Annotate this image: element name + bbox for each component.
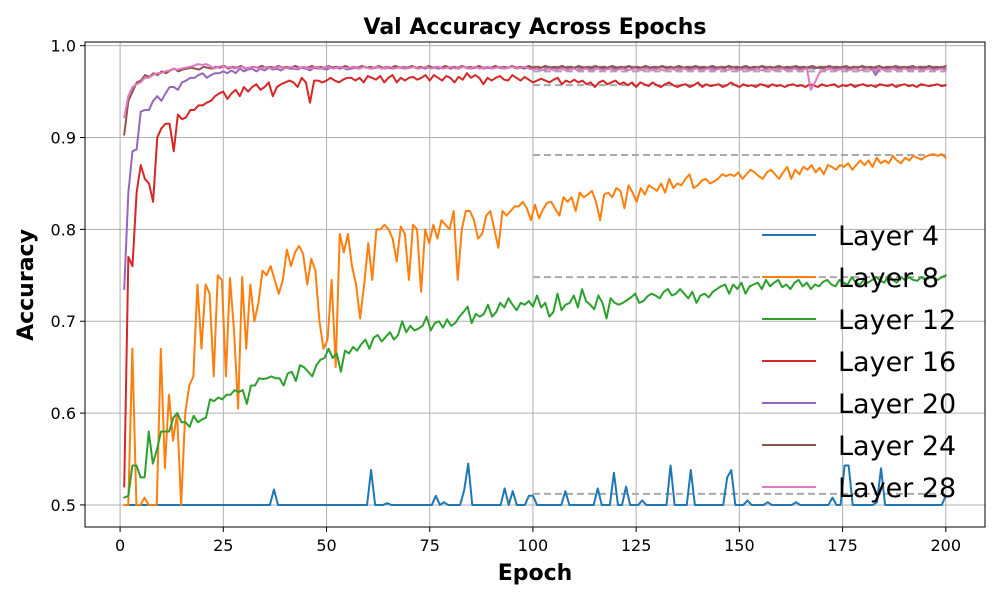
legend-item: Layer 8 xyxy=(762,263,939,294)
legend-label: Layer 16 xyxy=(838,347,956,378)
legend-item: Layer 28 xyxy=(762,473,956,504)
legend-label: Layer 28 xyxy=(838,473,956,504)
legend-item: Layer 24 xyxy=(762,431,956,462)
y-tick-label: 1.0 xyxy=(51,37,76,56)
series-line-4 xyxy=(123,72,947,488)
x-tick-label: 175 xyxy=(827,536,858,555)
series-line-1 xyxy=(123,462,947,506)
legend-label: Layer 24 xyxy=(838,431,956,462)
legend: Layer 4 Layer 8 Layer 12 Layer 16 Layer 20 La… xyxy=(762,221,956,504)
y-tick-label: 0.8 xyxy=(51,220,76,239)
series-line-2 xyxy=(123,153,947,506)
x-tick-label: 50 xyxy=(316,536,336,555)
x-tick-label: 75 xyxy=(420,536,440,555)
plot-frame xyxy=(84,41,986,528)
y-tick-label: 0.9 xyxy=(51,129,76,148)
x-tick-label: 150 xyxy=(724,536,755,555)
legend-item: Layer 16 xyxy=(762,347,956,378)
legend-item: Layer 12 xyxy=(762,305,956,336)
series-line-7 xyxy=(123,63,947,119)
legend-item: Layer 4 xyxy=(762,221,939,252)
series-line-3 xyxy=(123,274,947,499)
grid xyxy=(85,42,985,527)
y-axis-label: Accuracy xyxy=(14,229,39,341)
series-line-6 xyxy=(123,64,947,136)
y-axis-ticks: 0.5 0.6 0.7 0.8 0.9 1.0 xyxy=(51,37,85,515)
y-tick-label: 0.6 xyxy=(51,404,76,423)
legend-label: Layer 8 xyxy=(838,263,939,294)
x-axis-ticks: 0 25 50 75 100 125 150 175 200 xyxy=(115,527,961,555)
x-tick-label: 100 xyxy=(518,536,549,555)
series-lines xyxy=(123,63,947,506)
legend-label: Layer 12 xyxy=(838,305,956,336)
x-axis-label: Epoch xyxy=(498,561,573,586)
y-tick-label: 0.7 xyxy=(51,312,76,331)
y-tick-label: 0.5 xyxy=(51,496,76,515)
legend-label: Layer 20 xyxy=(838,389,956,420)
chart-title: Val Accuracy Across Epochs xyxy=(364,15,707,40)
x-tick-label: 200 xyxy=(931,536,962,555)
legend-item: Layer 20 xyxy=(762,389,956,420)
x-tick-label: 25 xyxy=(213,536,233,555)
x-tick-label: 0 xyxy=(115,536,125,555)
legend-label: Layer 4 xyxy=(838,221,939,252)
x-tick-label: 125 xyxy=(621,536,652,555)
